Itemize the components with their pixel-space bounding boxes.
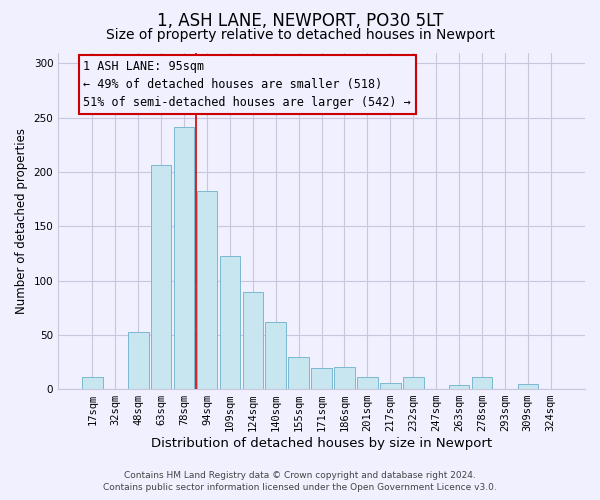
- Bar: [174, 128, 194, 389]
- Text: 1, ASH LANE, NEWPORT, PO30 5LT: 1, ASH LANE, NEWPORT, PO30 5LT: [157, 12, 443, 30]
- Bar: [197, 192, 217, 389]
- Bar: [289, 356, 309, 389]
- Y-axis label: Number of detached properties: Number of detached properties: [15, 128, 28, 314]
- Bar: [220, 256, 240, 389]
- Bar: [151, 166, 172, 389]
- Bar: [334, 368, 355, 389]
- Bar: [403, 377, 424, 389]
- Bar: [128, 332, 149, 389]
- Bar: [82, 377, 103, 389]
- Bar: [357, 377, 378, 389]
- Bar: [449, 384, 469, 389]
- Text: Size of property relative to detached houses in Newport: Size of property relative to detached ho…: [106, 28, 494, 42]
- Text: Contains HM Land Registry data © Crown copyright and database right 2024.
Contai: Contains HM Land Registry data © Crown c…: [103, 471, 497, 492]
- Bar: [518, 384, 538, 389]
- Bar: [472, 377, 493, 389]
- X-axis label: Distribution of detached houses by size in Newport: Distribution of detached houses by size …: [151, 437, 492, 450]
- Bar: [380, 382, 401, 389]
- Text: 1 ASH LANE: 95sqm
← 49% of detached houses are smaller (518)
51% of semi-detache: 1 ASH LANE: 95sqm ← 49% of detached hous…: [83, 60, 411, 109]
- Bar: [265, 322, 286, 389]
- Bar: [242, 292, 263, 389]
- Bar: [311, 368, 332, 389]
